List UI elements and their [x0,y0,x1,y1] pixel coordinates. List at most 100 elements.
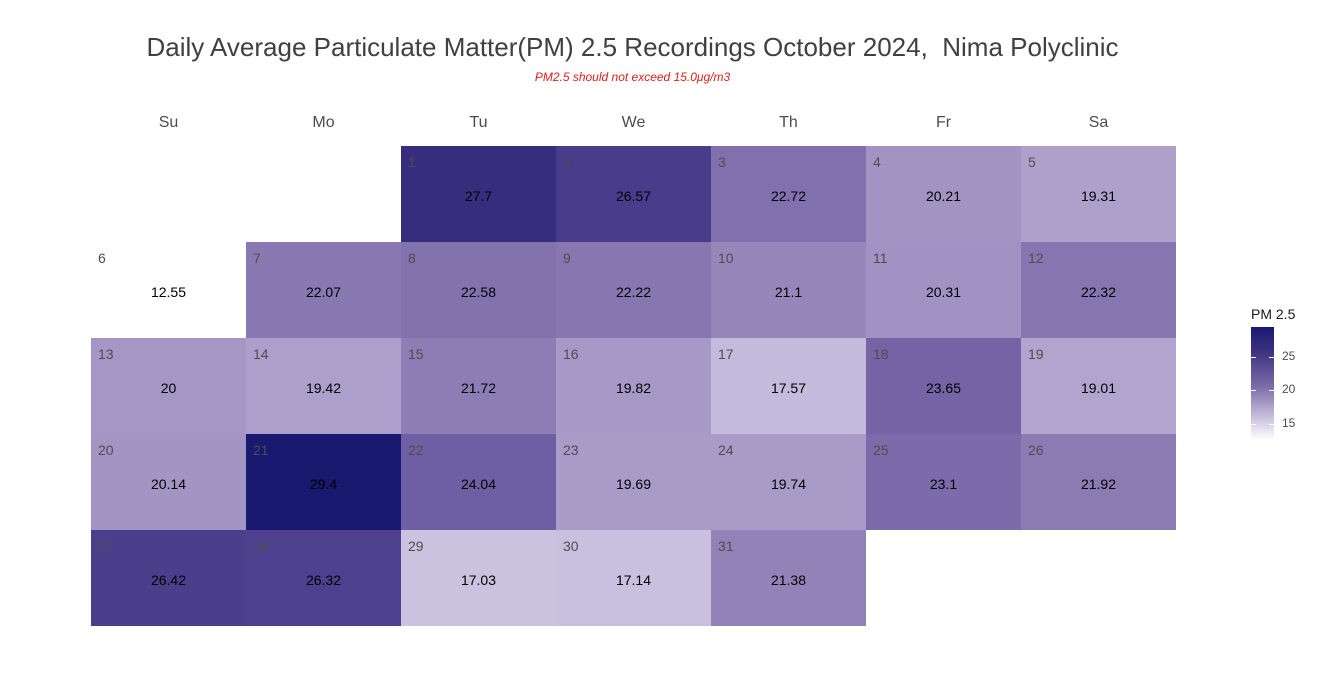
data-label: 20 [160,380,177,396]
day-number: 13 [98,346,114,362]
data-label: 23.1 [929,476,958,492]
data-label: 21.92 [1080,476,1117,492]
day-number: 1 [408,154,416,170]
day-number: 28 [253,538,269,554]
day-number: 8 [408,250,416,266]
day-number: 22 [408,442,424,458]
day-number: 2 [563,154,571,170]
data-label: 17.14 [615,572,652,588]
data-label: 19.42 [305,380,342,396]
day-cell: 10 21.1 [711,242,866,338]
weekday-label-su: Su [158,114,179,131]
day-number: 31 [718,538,734,554]
day-cell: 18 23.65 [866,338,1021,434]
day-number: 14 [253,346,269,362]
data-label: 19.31 [1080,188,1117,204]
data-label: 17.03 [460,572,497,588]
data-label: 19.82 [615,380,652,396]
data-label: 21.38 [770,572,807,588]
data-label: 12.55 [150,284,187,300]
day-cell: 20 20.14 [91,434,246,530]
day-number: 24 [718,442,734,458]
day-number: 26 [1028,442,1044,458]
day-cell: 6 12.55 [91,242,246,338]
day-cell: 8 22.58 [401,242,556,338]
day-cell: 16 19.82 [556,338,711,434]
day-cell: 27 26.42 [91,530,246,626]
legend-tick-mark-right [1269,424,1274,425]
data-label: 21.1 [774,284,803,300]
data-label: 19.69 [615,476,652,492]
day-cell: 11 20.31 [866,242,1021,338]
legend-tick-label: 15 [1282,416,1296,430]
legend-colorbar [1251,327,1274,440]
data-label: 19.74 [770,476,807,492]
day-number: 27 [98,538,114,554]
day-cell: 3 22.72 [711,146,866,242]
data-label: 26.32 [305,572,342,588]
day-cell: 9 22.22 [556,242,711,338]
day-cell: 5 19.31 [1021,146,1176,242]
day-cell: 31 21.38 [711,530,866,626]
data-label: 19.01 [1080,380,1117,396]
day-cell: 25 23.1 [866,434,1021,530]
legend-tick-label: 25 [1282,349,1296,363]
day-cell: 15 21.72 [401,338,556,434]
day-cell: 1 27.7 [401,146,556,242]
day-number: 17 [718,346,734,362]
day-number: 6 [98,250,106,266]
data-label: 22.07 [305,284,342,300]
data-label: 22.58 [460,284,497,300]
day-number: 11 [873,250,888,266]
day-cell: 13 20 [91,338,246,434]
legend-tick-label: 20 [1282,382,1296,396]
weekday-label-tu: Tu [469,114,488,131]
weekday-label-th: Th [779,114,798,131]
day-number: 21 [253,442,269,458]
weekday-label-mo: Mo [312,114,335,131]
day-cell: 19 19.01 [1021,338,1176,434]
data-label: 22.72 [770,188,807,204]
weekday-label-we: We [621,114,646,131]
legend-tick-mark-right [1269,390,1274,391]
day-cell: 12 22.32 [1021,242,1176,338]
data-label: 22.22 [615,284,652,300]
day-number: 16 [563,346,579,362]
data-label: 27.7 [464,188,493,204]
day-cell: 24 19.74 [711,434,866,530]
data-label: 23.65 [925,380,962,396]
day-cell: 26 21.92 [1021,434,1176,530]
day-number: 25 [873,442,889,458]
day-number: 9 [563,250,571,266]
day-number: 4 [873,154,881,170]
day-cell: 14 19.42 [246,338,401,434]
weekday-label-sa: Sa [1088,114,1109,131]
day-number: 30 [563,538,579,554]
day-number: 5 [1028,154,1036,170]
legend-tick-mark-left [1251,390,1256,391]
day-number: 23 [563,442,579,458]
day-cell: 29 17.03 [401,530,556,626]
day-cell: 17 17.57 [711,338,866,434]
data-label: 26.42 [150,572,187,588]
day-cell: 21 29.4 [246,434,401,530]
day-cell: 2 26.57 [556,146,711,242]
day-number: 19 [1028,346,1044,362]
day-cell: 30 17.14 [556,530,711,626]
day-number: 15 [408,346,424,362]
day-number: 18 [873,346,889,362]
legend-tick-mark-left [1251,357,1256,358]
day-number: 10 [718,250,734,266]
day-cell: 22 24.04 [401,434,556,530]
chart-subtitle: PM2.5 should not exceed 15.0μg/m3 [534,70,731,84]
data-label: 20.14 [150,476,187,492]
day-number: 12 [1028,250,1044,266]
day-number: 29 [408,538,424,554]
data-label: 21.72 [460,380,497,396]
day-number: 7 [253,250,261,266]
day-number: 3 [718,154,726,170]
data-label: 22.32 [1080,284,1117,300]
data-label: 26.57 [615,188,652,204]
day-cell: 28 26.32 [246,530,401,626]
data-label: 29.4 [309,476,338,492]
